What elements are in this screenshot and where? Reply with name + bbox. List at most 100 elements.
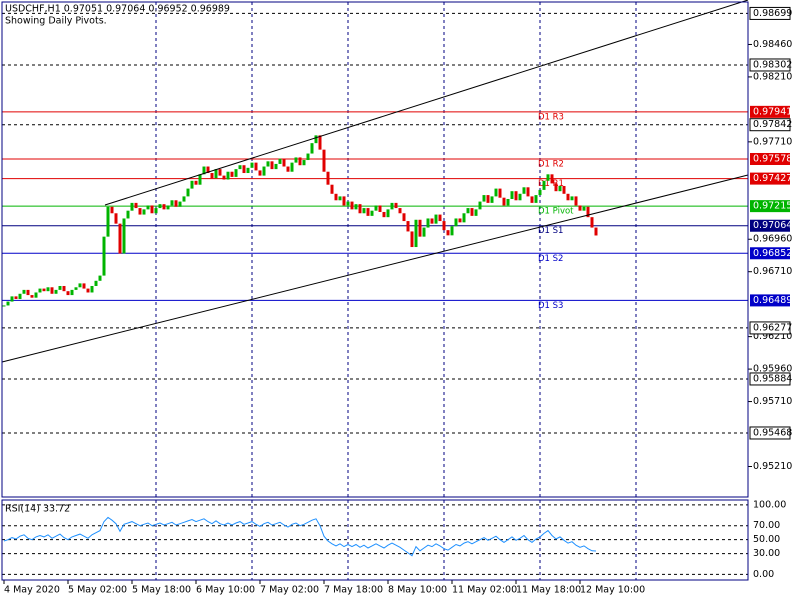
candle-body — [222, 175, 226, 180]
candle-body — [542, 180, 546, 190]
candle-body — [522, 187, 526, 194]
candle-body — [254, 162, 258, 171]
candle-body — [594, 227, 598, 236]
candle-body — [202, 166, 206, 175]
candle-body — [182, 196, 186, 202]
price-label-box — [750, 172, 790, 185]
candle-body — [562, 186, 566, 194]
price-label-box — [749, 6, 791, 20]
candle-body — [322, 149, 326, 172]
candle-body — [198, 174, 202, 185]
candle-body — [530, 196, 534, 203]
candle-body — [194, 180, 198, 185]
candle-body — [90, 285, 94, 293]
rsi-tick-label: 30.00 — [753, 548, 780, 559]
candle-body — [186, 188, 190, 197]
candle-body — [414, 219, 418, 248]
price-label: 0.97842 — [753, 119, 792, 130]
candle-body — [586, 206, 590, 218]
candle-body — [434, 214, 438, 224]
candle-body — [126, 210, 130, 219]
candle-body — [462, 213, 466, 223]
x-tick-label: 6 May 10:00 — [196, 585, 255, 596]
candle-body — [270, 161, 274, 170]
candle-body — [190, 180, 194, 189]
candle-body — [174, 200, 178, 207]
candle-body — [354, 204, 358, 210]
price-label-box — [749, 58, 791, 72]
candle-body — [150, 205, 154, 214]
rsi-frame — [1, 499, 749, 581]
candle-body — [402, 213, 406, 222]
candle-body — [310, 143, 314, 154]
candle-body — [18, 293, 22, 299]
candle-body — [486, 195, 490, 203]
candle-body — [574, 196, 578, 206]
candle-body — [122, 218, 126, 254]
candle-body — [218, 169, 222, 176]
candle-body — [178, 201, 182, 207]
price-label-box — [749, 118, 791, 132]
candle-body — [498, 188, 502, 198]
candle-body — [578, 205, 582, 211]
candle-body — [30, 295, 34, 298]
candle-body — [390, 202, 394, 210]
candle-body — [274, 163, 278, 170]
y-tick-label: 0.96210 — [753, 331, 792, 342]
candle-body — [370, 210, 374, 216]
pivot-name: D1 R3 — [538, 112, 564, 122]
candle-body — [398, 208, 402, 214]
candle-body — [314, 135, 318, 144]
candle-body — [366, 208, 370, 216]
candle-body — [166, 205, 170, 210]
price-label-box — [750, 105, 790, 118]
rsi-line — [3, 516, 597, 557]
candle-body — [394, 202, 398, 209]
price-label: 0.98699 — [753, 8, 792, 19]
candle-body — [22, 289, 26, 294]
price-label-box — [750, 200, 790, 213]
candle-body — [570, 196, 574, 201]
price-label: 0.97215 — [753, 201, 792, 212]
candle-body — [362, 208, 366, 214]
candle-body — [162, 204, 166, 210]
candle-body — [66, 291, 70, 296]
pivot-name: D1 R1 — [538, 179, 564, 189]
candle-body — [206, 166, 210, 174]
candle-body — [130, 202, 134, 211]
candle-body — [478, 201, 482, 210]
candle-body — [506, 198, 510, 206]
chart-title: USDCHF,H1 0.97051 0.97064 0.96952 0.9698… — [5, 4, 230, 15]
candle-body — [262, 166, 266, 176]
candle-body — [38, 288, 42, 293]
candle-body — [306, 153, 310, 161]
price-label: 0.96277 — [753, 322, 792, 333]
price-label: 0.95884 — [753, 373, 792, 384]
price-label-box — [749, 321, 791, 335]
candle-body — [114, 213, 118, 224]
candle-body — [62, 285, 66, 292]
candle-body — [590, 217, 594, 228]
price-label: 0.97427 — [753, 173, 792, 184]
trend-line — [1, 174, 749, 363]
pivot-name: D1 S3 — [538, 301, 563, 311]
candle-body — [246, 167, 250, 174]
candle-body — [138, 208, 142, 215]
candle-body — [454, 218, 458, 227]
candle-body — [338, 196, 342, 201]
candle-body — [78, 283, 82, 288]
x-tick-label: 11 May 18:00 — [516, 585, 581, 596]
x-tick-label: 7 May 18:00 — [324, 585, 383, 596]
candle-body — [102, 236, 106, 276]
trend-line — [104, 0, 749, 206]
pivot-name: D1 S2 — [538, 254, 563, 264]
price-label: 0.95468 — [753, 427, 792, 438]
price-label-box — [749, 372, 791, 386]
candle-body — [154, 208, 158, 214]
candle-body — [502, 197, 506, 206]
candle-body — [474, 209, 478, 216]
chart-subtitle: Showing Daily Pivots. — [5, 16, 107, 27]
rsi-tick-label: 0.00 — [753, 569, 774, 580]
rsi-tick-label: 100.00 — [753, 499, 786, 510]
y-tick-label: 0.98210 — [753, 71, 792, 82]
